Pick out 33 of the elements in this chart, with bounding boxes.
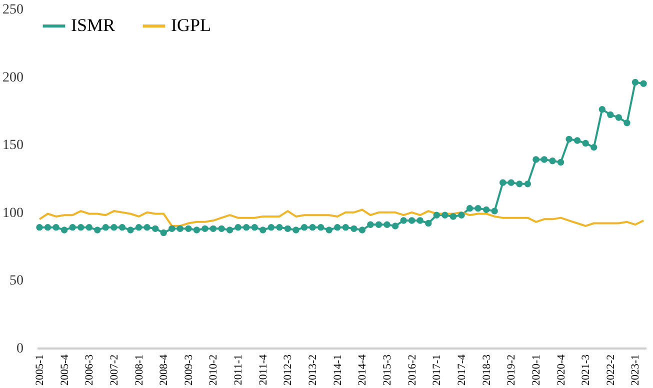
x-tick-label: 2005-1	[34, 354, 46, 386]
x-tick-label: 2009-3	[182, 354, 195, 386]
x-tick-label: 2015-3	[382, 354, 394, 386]
x-tick-label: 2016-2	[406, 354, 418, 386]
x-tick-label: 2012-3	[282, 354, 294, 386]
x-tick-label: 2022-2	[604, 354, 617, 386]
x-tick-label: 2014-1	[332, 354, 344, 386]
x-tick-label: 2018-3	[480, 354, 493, 386]
x-tick-label: 2023-1	[630, 354, 642, 386]
y-tick-label: 250	[2, 2, 24, 18]
x-tick-label: 2005-4	[58, 354, 71, 386]
x-tick-label: 2011-4	[257, 354, 270, 386]
x-tick-label: 2017-4	[456, 354, 468, 386]
y-tick-label: 100	[2, 206, 24, 221]
x-tick-label: 2006-3	[84, 354, 96, 386]
legend-label: IGPL	[171, 15, 211, 35]
x-tick-label: 2020-4	[555, 354, 568, 386]
x-tick-label: 2020-1	[530, 354, 542, 386]
x-tick-label: 2014-4	[356, 354, 369, 386]
x-tick-label: 2021-3	[580, 354, 592, 386]
x-tick-label: 2008-1	[133, 354, 146, 386]
y-tick-label: 200	[2, 70, 24, 86]
x-tick-label: 2013-2	[307, 354, 320, 386]
legend-label: ISMR	[71, 15, 116, 35]
x-tick-label: 2010-2	[208, 354, 220, 386]
y-tick-label: 0	[16, 342, 24, 356]
x-tick-label: 2019-2	[506, 354, 518, 386]
x-tick-label: 2007-2	[108, 354, 120, 386]
x-tick-label: 2008-4	[158, 354, 170, 386]
y-tick-label: 50	[10, 274, 24, 289]
x-tick-label: 2017-1	[431, 354, 444, 386]
y-tick-label: 150	[2, 138, 24, 154]
x-tick-label: 2011-1	[232, 354, 245, 386]
